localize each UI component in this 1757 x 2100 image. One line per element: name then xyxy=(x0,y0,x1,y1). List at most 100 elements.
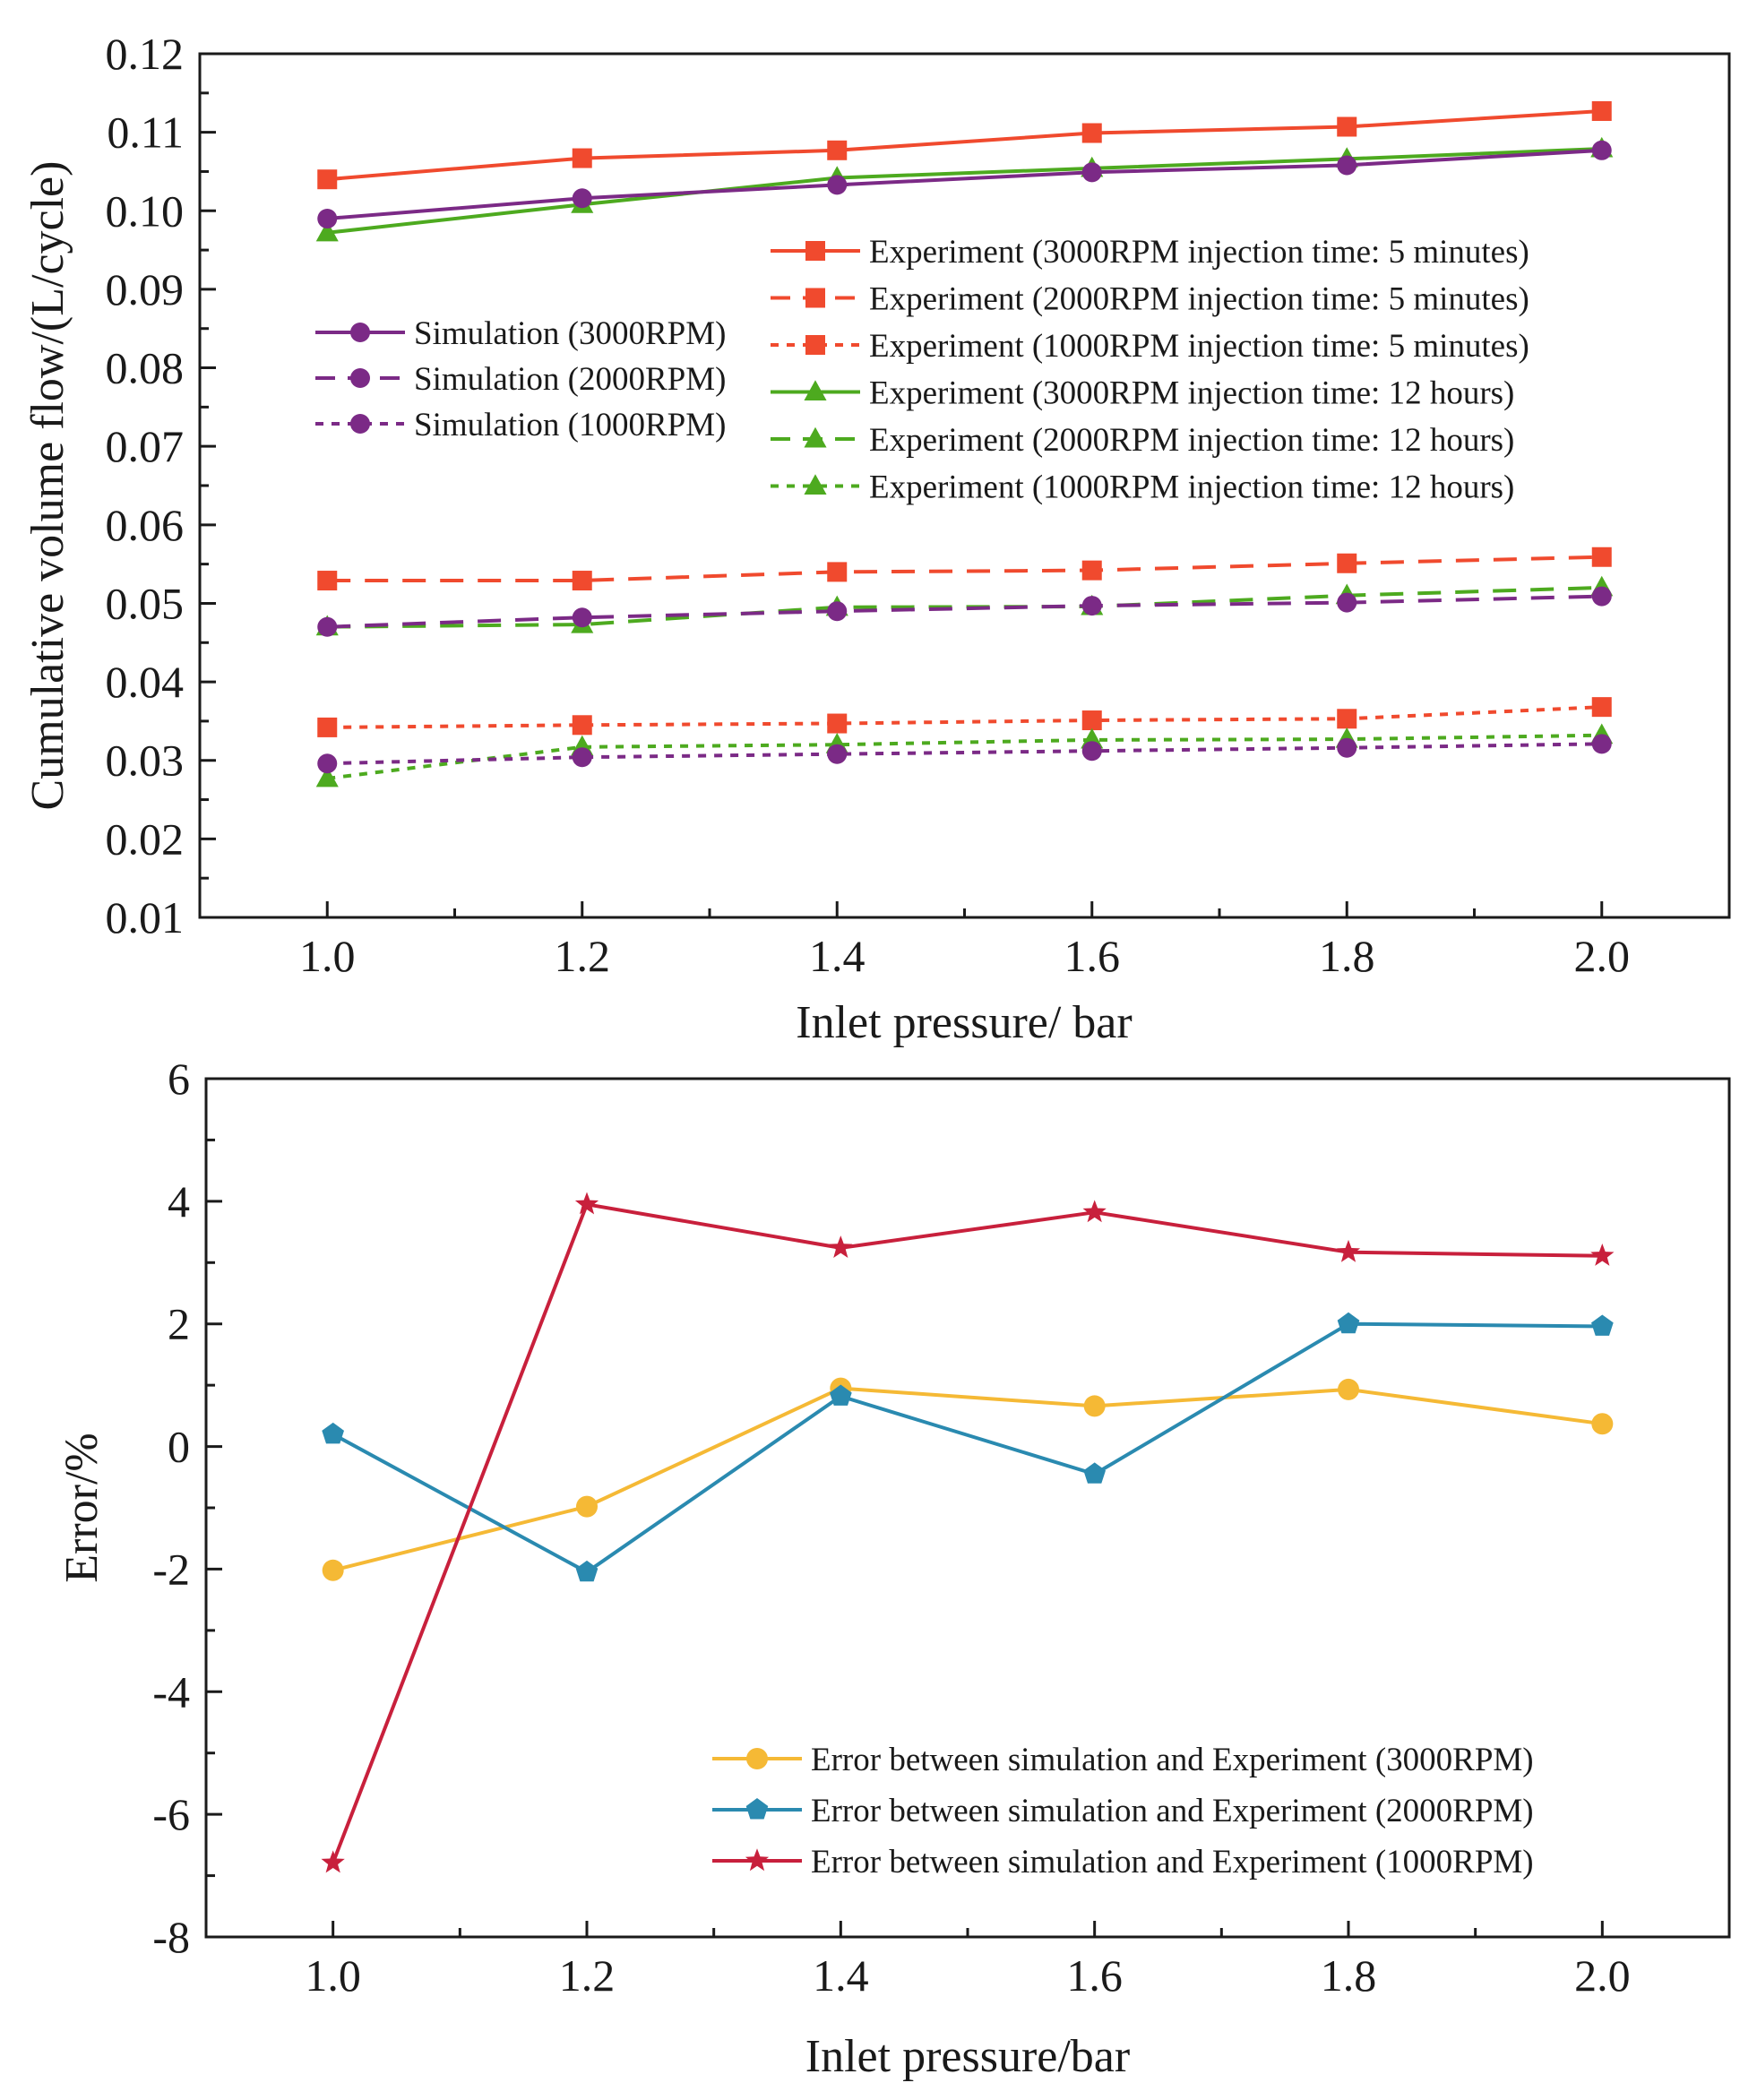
legend-entry: Error between simulation and Experiment … xyxy=(712,1793,1534,1829)
legend-entry: Error between simulation and Experiment … xyxy=(712,1844,1534,1881)
data-point-pentagon xyxy=(322,1422,344,1444)
legend-upper-left: Simulation (3000RPM) Simulation (2000RPM)… xyxy=(315,315,726,443)
x-tick-label: 1.4 xyxy=(813,1950,869,2001)
legend-marker-square xyxy=(805,241,825,261)
legend-marker-circle xyxy=(350,414,370,434)
data-point-pentagon xyxy=(575,1560,599,1582)
flow-series-layer xyxy=(315,100,1614,788)
series-experiment-3000rpm-injection-time-12-hours xyxy=(315,136,1614,242)
legend-entry: Simulation (1000RPM) xyxy=(315,407,726,443)
error-series-layer xyxy=(321,1192,1615,1873)
y-tick-label: 0.03 xyxy=(106,736,185,786)
series-line xyxy=(332,1321,1603,1574)
legend-upper-right: Experiment (3000RPM injection time: 5 mi… xyxy=(771,234,1529,506)
data-point-circle xyxy=(1337,592,1357,613)
legend-marker-triangle xyxy=(804,426,827,448)
legend-label: Error between simulation and Experiment … xyxy=(811,1742,1534,1778)
legend-marker-triangle xyxy=(804,474,827,495)
data-point-circle xyxy=(1591,586,1612,607)
legend-entry: Simulation (3000RPM) xyxy=(315,315,726,352)
data-point-star xyxy=(1590,1244,1615,1266)
data-point-circle xyxy=(827,744,848,764)
data-point-circle xyxy=(1081,741,1102,762)
data-point-pentagon xyxy=(830,1384,852,1406)
legend-marker-circle xyxy=(350,368,370,388)
flow-legend-layer: Simulation (3000RPM) Simulation (2000RPM)… xyxy=(315,234,1529,506)
data-point-star xyxy=(829,1235,853,1258)
legend-label: Simulation (3000RPM) xyxy=(414,315,726,352)
legend-marker-pentagon xyxy=(745,1798,769,1820)
series-error-between-simulation-and-experiment-3000rpm xyxy=(322,1377,1614,1581)
data-point-circle xyxy=(1083,1395,1106,1417)
data-point-square xyxy=(827,713,848,734)
series-line xyxy=(327,594,1602,629)
data-point-circle xyxy=(1591,140,1612,160)
error-y-axis-title: Error/% xyxy=(56,1433,108,1582)
series-line xyxy=(332,1386,1603,1572)
legend-label: Experiment (2000RPM injection time: 12 h… xyxy=(869,422,1514,459)
x-tick-label: 1.6 xyxy=(1066,1950,1123,2001)
flow-x-axis-title: Inlet pressure/ bar xyxy=(796,997,1132,1048)
data-point-circle xyxy=(1081,596,1102,616)
y-tick-label: 2 xyxy=(168,1299,190,1349)
series-experiment-2000rpm-injection-time-5-minutes xyxy=(317,547,1612,591)
legend-marker-triangle xyxy=(804,380,827,401)
series-error-between-simulation-and-experiment-2000rpm xyxy=(322,1312,1614,1582)
legend-label: Simulation (1000RPM) xyxy=(414,407,726,443)
series-simulation-3000rpm xyxy=(317,140,1612,229)
y-tick-label: 0.08 xyxy=(106,343,185,393)
legend-marker-square xyxy=(805,335,825,355)
y-tick-label: 4 xyxy=(168,1176,190,1226)
legend-entry: Experiment (1000RPM injection time: 5 mi… xyxy=(771,328,1529,365)
legend-entry: Experiment (1000RPM injection time: 12 h… xyxy=(771,469,1514,506)
x-tick-label: 1.8 xyxy=(1321,1950,1377,2001)
data-point-circle xyxy=(827,175,848,195)
y-tick-label: 0.01 xyxy=(106,892,185,942)
series-experiment-1000rpm-injection-time-12-hours xyxy=(315,723,1614,788)
data-point-circle xyxy=(576,1495,598,1518)
series-experiment-2000rpm-injection-time-12-hours xyxy=(315,575,1614,636)
flow-chart: 1.0 1.2 1.4 1.6 1.8 2.0 0.01 0.02 0.03 0.04 0.05 0.… xyxy=(22,29,1731,1048)
data-point-circle xyxy=(572,188,592,209)
x-tick-label: 1.2 xyxy=(559,1950,616,2001)
legend-marker-square xyxy=(805,288,825,308)
error-chart: 1.0 1.2 1.4 1.6 1.8 2.0 -8 -6 -4 -2 0 2 4 6 Inlet pre… xyxy=(56,1054,1731,2082)
error-x-axis-title: Inlet pressure/bar xyxy=(805,2031,1130,2082)
y-tick-label: 0.10 xyxy=(106,185,185,236)
data-point-circle xyxy=(827,601,848,622)
series-line xyxy=(327,148,1602,220)
data-point-square xyxy=(1591,547,1612,567)
legend-label: Experiment (1000RPM injection time: 5 mi… xyxy=(869,328,1529,365)
series-line xyxy=(327,705,1602,729)
data-point-square xyxy=(1081,560,1102,581)
x-tick-label: 1.0 xyxy=(305,1950,361,2001)
data-point-star xyxy=(1082,1200,1107,1223)
legend-entry: Experiment (2000RPM injection time: 12 h… xyxy=(771,422,1514,459)
legend-label: Simulation (2000RPM) xyxy=(414,361,726,398)
y-tick-label: 0.07 xyxy=(106,421,185,471)
data-point-square xyxy=(827,562,848,582)
y-tick-label: 0.09 xyxy=(106,264,185,314)
series-line xyxy=(327,109,1602,182)
x-tick-label: 1.4 xyxy=(809,931,866,981)
y-tick-label: 0.05 xyxy=(106,578,185,628)
data-point-pentagon xyxy=(1591,1314,1614,1336)
legend-marker-circle xyxy=(350,323,370,342)
series-line xyxy=(327,742,1602,766)
legend-label: Experiment (3000RPM injection time: 5 mi… xyxy=(869,234,1529,271)
series-experiment-1000rpm-injection-time-5-minutes xyxy=(317,697,1612,737)
data-point-circle xyxy=(317,753,338,774)
y-tick-label: -8 xyxy=(152,1912,190,1962)
series-line xyxy=(327,555,1602,582)
data-point-square xyxy=(317,571,338,591)
data-point-square xyxy=(572,148,592,168)
legend-label: Experiment (1000RPM injection time: 12 h… xyxy=(869,469,1514,506)
legend-label: Error between simulation and Experiment … xyxy=(811,1793,1534,1829)
y-tick-label: -4 xyxy=(152,1666,190,1717)
data-point-star xyxy=(321,1850,345,1873)
data-point-square xyxy=(1081,123,1102,143)
data-point-circle xyxy=(1337,737,1357,758)
legend-entry: Experiment (2000RPM injection time: 5 mi… xyxy=(771,281,1529,318)
data-point-circle xyxy=(1591,734,1612,754)
